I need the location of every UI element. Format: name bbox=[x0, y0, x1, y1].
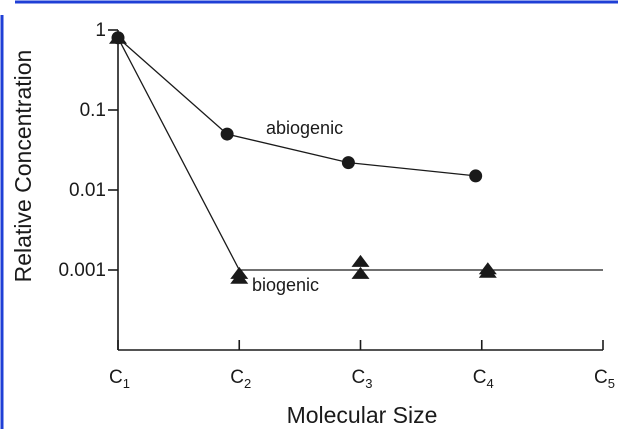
data-point-biogenic bbox=[478, 265, 497, 278]
x-tick-label-base: C bbox=[594, 367, 608, 388]
data-point-abiogenic bbox=[220, 127, 234, 141]
x-tick-label-subscript: 2 bbox=[244, 376, 251, 391]
x-tick-label-subscript: 4 bbox=[486, 376, 493, 391]
data-point-biogenic bbox=[351, 254, 370, 267]
x-axis-title: Molecular Size bbox=[287, 402, 438, 428]
series-label-biogenic: biogenic bbox=[252, 275, 319, 295]
x-tick-label: C4 bbox=[473, 367, 494, 391]
y-tick-label: 1 bbox=[95, 20, 106, 41]
y-tick-label: 0.1 bbox=[80, 100, 106, 121]
x-tick-label-base: C bbox=[230, 367, 244, 388]
labels: Relative Concentration Molecular Size ab… bbox=[10, 50, 437, 428]
series-line-abiogenic bbox=[117, 37, 476, 177]
x-tick-label: C5 bbox=[594, 367, 615, 391]
series-lines bbox=[117, 37, 603, 271]
x-tick-label-subscript: 3 bbox=[365, 376, 372, 391]
y-tick-label: 0.001 bbox=[58, 260, 106, 281]
x-tick-label-base: C bbox=[473, 367, 487, 388]
data-point-abiogenic bbox=[341, 156, 355, 170]
x-tick-label-subscript: 1 bbox=[123, 376, 130, 391]
y-axis-title: Relative Concentration bbox=[10, 50, 36, 283]
series-label-abiogenic: abiogenic bbox=[266, 118, 343, 138]
series-line-biogenic bbox=[117, 37, 603, 271]
x-tick-label: C2 bbox=[230, 367, 251, 391]
data-point-abiogenic bbox=[469, 169, 483, 183]
x-tick-label-base: C bbox=[352, 367, 366, 388]
x-tick-label-subscript: 5 bbox=[608, 376, 615, 391]
data-point-biogenic bbox=[109, 31, 127, 44]
x-tick-label: C1 bbox=[109, 367, 130, 391]
data-point-biogenic bbox=[351, 266, 370, 279]
x-tick-label-base: C bbox=[109, 367, 123, 388]
data-point-biogenic bbox=[230, 271, 249, 284]
x-tick-label: C3 bbox=[352, 367, 373, 391]
y-tick-label: 0.01 bbox=[69, 180, 106, 201]
series-markers bbox=[109, 31, 497, 284]
